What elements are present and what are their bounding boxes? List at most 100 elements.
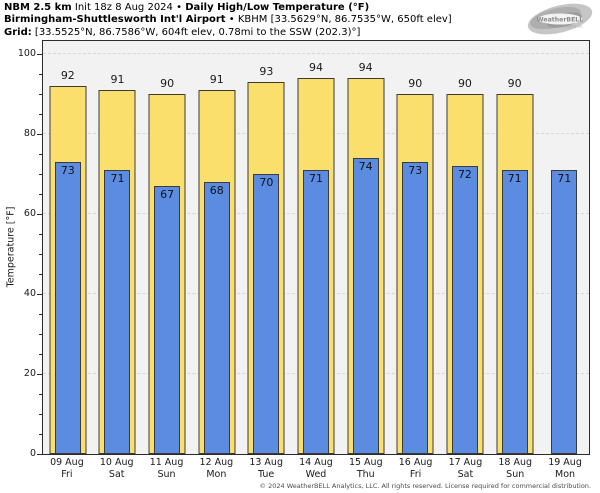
header-line-3: Grid: [33.5525°N, 86.7586°W, 604ft elev,…	[4, 27, 452, 39]
model-name: NBM 2.5 km	[4, 2, 72, 13]
y-minor-tick	[39, 154, 42, 155]
high-value-label: 92	[60, 69, 75, 82]
y-major-tick	[37, 134, 42, 135]
y-tick-label: 100	[17, 48, 36, 59]
y-minor-tick	[39, 114, 42, 115]
low-temp-bar: 70	[253, 174, 280, 454]
low-value-label: 67	[160, 188, 175, 201]
x-tick-weekday: Fri	[409, 468, 422, 480]
low-value-label: 71	[309, 172, 324, 185]
x-tick-label: 16 Aug Fri	[391, 457, 441, 480]
x-tick-weekday: Fri	[61, 468, 73, 480]
x-tick-label: 14 Aug Wed	[291, 457, 341, 480]
product-title: Daily High/Low Temperature (°F)	[185, 2, 370, 13]
x-tick-date: 13 Aug	[249, 457, 283, 468]
y-minor-tick	[39, 274, 42, 275]
bar-group: 90 67	[142, 41, 192, 454]
low-value-label: 71	[110, 172, 125, 185]
bar-group: 94 74	[341, 41, 391, 454]
low-temp-bar: 67	[154, 186, 181, 454]
low-value-label: 73	[408, 164, 423, 177]
x-tick-label: 11 Aug Sun	[142, 457, 192, 480]
x-tick-date: 15 Aug	[348, 457, 383, 468]
y-major-tick	[37, 294, 42, 295]
high-value-label: 90	[160, 77, 175, 90]
bar-group: 92 73	[43, 41, 93, 454]
y-minor-tick	[39, 334, 42, 335]
x-tick-date: 18 Aug	[498, 457, 533, 468]
low-temp-bar: 68	[203, 182, 230, 454]
x-tick-label: 13 Aug Tue	[241, 457, 291, 480]
bar-group: 91 71	[93, 41, 143, 454]
x-tick-label: 10 Aug Sat	[92, 457, 142, 480]
x-tick-date: 14 Aug	[299, 457, 333, 468]
y-tick-label: 60	[23, 208, 36, 219]
x-tick-weekday: Sun	[506, 468, 525, 480]
y-major-tick	[37, 214, 42, 215]
low-value-label: 73	[60, 164, 75, 177]
low-value-label: 72	[457, 168, 472, 181]
low-value-label: 74	[358, 160, 373, 173]
x-tick-date: 17 Aug	[448, 457, 483, 468]
low-value-label: 71	[557, 172, 572, 185]
bars-container: 92 73 91 71 90 67 91 68 93 70 94 71 94 74 90 73 90 72 90 71…	[43, 41, 589, 454]
init-time: Init 18z 8 Aug 2024	[74, 2, 173, 13]
bar-group: 90 73	[390, 41, 440, 454]
bar-group: 90 72	[440, 41, 490, 454]
x-axis-labels: 09 Aug Fri 10 Aug Sat 11 Aug Sun 12 Aug Mon 13 A…	[42, 457, 590, 480]
station-name: Birmingham-Shuttlesworth Int'l Airport	[4, 14, 226, 26]
y-minor-tick	[39, 74, 42, 75]
logo-text: WeatherBELL	[537, 17, 583, 24]
x-tick-date: 11 Aug	[149, 457, 184, 468]
low-value-label: 71	[507, 172, 522, 185]
y-minor-tick	[39, 414, 42, 415]
y-minor-tick	[39, 394, 42, 395]
x-tick-label: 15 Aug Thu	[341, 457, 391, 480]
high-value-label: 91	[110, 73, 125, 86]
low-temp-bar: 71	[104, 170, 131, 454]
x-tick-weekday: Sat	[457, 468, 474, 480]
x-tick-weekday: Sat	[108, 468, 125, 480]
x-tick-label: 18 Aug Sun	[490, 457, 540, 480]
high-value-label: 90	[408, 77, 423, 90]
y-minor-tick	[39, 434, 42, 435]
y-minor-tick	[39, 254, 42, 255]
x-tick-label: 12 Aug Mon	[191, 457, 241, 480]
bar-group: 91 68	[192, 41, 242, 454]
low-temp-bar: 73	[54, 162, 81, 454]
y-minor-tick	[39, 314, 42, 315]
y-minor-tick	[39, 194, 42, 195]
header-line-1: NBM 2.5 km Init 18z 8 Aug 2024 • Daily H…	[4, 2, 452, 14]
x-tick-weekday: Wed	[305, 468, 327, 480]
grid-label: Grid:	[4, 26, 32, 38]
x-tick-weekday: Tue	[258, 468, 275, 480]
bar-group: 94 71	[291, 41, 341, 454]
x-tick-weekday: Mon	[555, 468, 576, 480]
x-tick-label: 19 Aug Mon	[540, 457, 590, 480]
low-temp-bar: 71	[303, 170, 330, 454]
x-tick-date: 09 Aug	[50, 457, 84, 468]
y-major-tick	[37, 374, 42, 375]
grid-meta: [33.5525°N, 86.7586°W, 604ft elev, 0.78m…	[34, 26, 361, 38]
x-tick-date: 10 Aug	[99, 457, 134, 468]
low-temp-bar: 71	[551, 170, 578, 454]
high-value-label: 93	[259, 65, 274, 78]
x-tick-label: 09 Aug Fri	[42, 457, 92, 480]
y-minor-tick	[39, 94, 42, 95]
separator-dot: •	[176, 2, 182, 13]
x-tick-weekday: Sun	[157, 468, 176, 480]
low-value-label: 70	[259, 176, 274, 189]
x-tick-label: 17 Aug Sat	[441, 457, 491, 480]
low-temp-bar: 72	[451, 166, 478, 454]
y-tick-label: 20	[23, 368, 36, 379]
x-tick-weekday: Mon	[206, 468, 227, 480]
y-minor-tick	[39, 174, 42, 175]
bar-group: 93 70	[242, 41, 292, 454]
y-minor-tick	[39, 354, 42, 355]
high-value-label: 90	[507, 77, 522, 90]
y-major-tick	[37, 454, 42, 455]
x-tick-date: 19 Aug	[548, 457, 582, 468]
bar-group: 71	[539, 41, 589, 454]
separator-dot: •	[228, 14, 235, 26]
